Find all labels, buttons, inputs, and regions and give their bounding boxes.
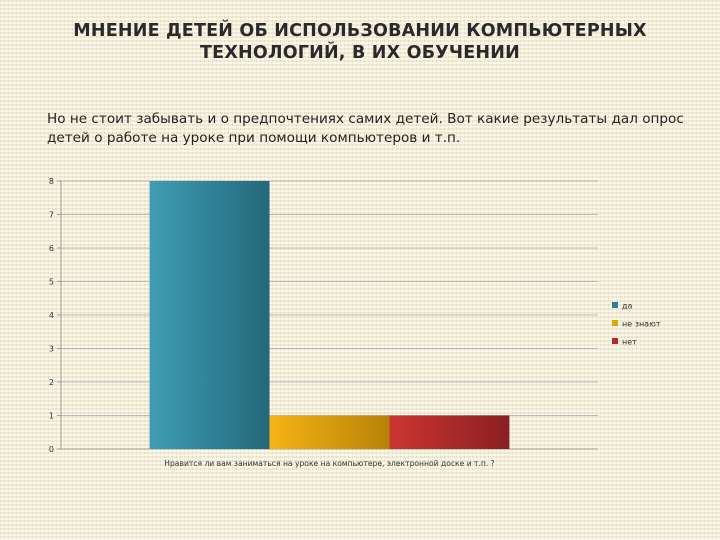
y-tick-label: 8 [49,177,54,186]
y-tick-label: 2 [49,378,54,387]
y-tick-label: 1 [49,412,54,421]
y-tick-label: 3 [49,345,54,354]
y-tick-label: 0 [49,445,54,454]
bar-3 [389,415,510,449]
chart-bars [149,181,510,449]
y-tick-label: 7 [49,211,54,220]
chart-legend: да не знают нет [612,302,661,347]
y-tick-label: 4 [49,311,54,320]
legend-swatch [612,302,618,308]
legend-label: да [622,302,633,311]
y-tick-label: 6 [49,244,54,253]
x-category-label: Нравится ли вам заниматься на уроке на к… [164,459,494,468]
y-tick-label: 5 [49,278,54,287]
slide-title-line-2: ТЕХНОЛОГИЙ, В ИХ ОБУЧЕНИИ [200,43,520,63]
legend-swatch [612,320,618,326]
bar-2 [269,415,390,449]
legend-swatch [612,338,618,344]
chart-gridlines [61,180,598,450]
slide-title-line-1: МНЕНИЕ ДЕТЕЙ ОБ ИСПОЛЬЗОВАНИИ КОМПЬЮТЕРН… [73,21,647,41]
chart-axes: 0 1 2 3 4 5 6 7 8 Нравится ли вам заниматься на у… [49,177,495,468]
legend-label: не знают [622,320,661,329]
legend-label: нет [622,338,637,347]
slide-title: МНЕНИЕ ДЕТЕЙ ОБ ИСПОЛЬЗОВАНИИ КОМПЬЮТЕРН… [0,20,720,64]
intro-paragraph: Но не стоит забывать и о предпочтениях с… [47,111,684,146]
bar-1 [149,181,270,449]
